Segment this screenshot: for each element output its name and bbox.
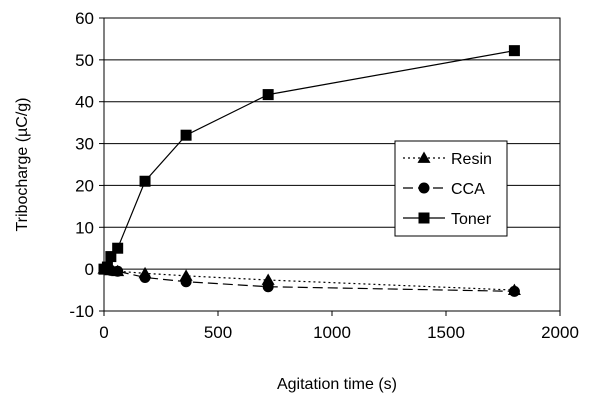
legend-marker-toner	[418, 212, 430, 224]
legend-item-cca: CCA	[403, 181, 485, 198]
series-toner	[98, 45, 520, 275]
data-point-cca	[139, 272, 151, 284]
x-tick-label: 1000	[313, 323, 351, 342]
legend-marker-resin	[417, 151, 431, 163]
y-tick-label: -10	[69, 302, 94, 321]
x-axis-ticks: 0 500 1000 1500 2000	[99, 311, 579, 342]
data-point-toner	[105, 251, 117, 263]
data-point-toner	[112, 242, 124, 254]
x-tick-label: 1500	[427, 323, 465, 342]
legend-item-resin: Resin	[403, 151, 492, 168]
legend: Resin CCA Toner	[394, 140, 508, 237]
gridlines	[104, 17, 560, 312]
data-point-cca	[180, 276, 192, 288]
y-axis-ticks: -10 0 10 20 30 40 50 60	[69, 9, 104, 321]
legend-label-cca: CCA	[451, 181, 485, 198]
series-cca	[98, 263, 520, 297]
data-point-toner	[262, 89, 274, 101]
y-tick-label: 10	[75, 218, 94, 237]
y-tick-label: 40	[75, 93, 94, 112]
x-axis-title: Agitation time (s)	[277, 376, 397, 393]
x-tick-label: 0	[99, 323, 108, 342]
series-line-cca	[103, 268, 515, 292]
x-tick-label: 2000	[541, 323, 579, 342]
data-point-cca	[112, 265, 124, 277]
data-point-toner	[508, 45, 520, 57]
data-series	[97, 45, 521, 297]
y-tick-label: 50	[75, 51, 94, 70]
y-tick-label: 0	[85, 260, 94, 279]
data-point-toner	[180, 129, 192, 141]
legend-marker-cca	[418, 182, 430, 194]
y-tick-label: 60	[75, 9, 94, 28]
legend-item-toner: Toner	[403, 211, 492, 228]
series-line-resin	[103, 268, 515, 291]
data-point-resin	[261, 273, 275, 285]
x-tick-label: 500	[204, 323, 232, 342]
y-axis-title: Tribocharge (µC/g)	[14, 98, 31, 232]
legend-label-resin: Resin	[451, 151, 492, 168]
y-tick-label: 20	[75, 176, 94, 195]
data-point-toner	[101, 261, 113, 273]
legend-label-toner: Toner	[451, 211, 492, 228]
legend-items: Resin CCA Toner	[403, 151, 492, 228]
y-tick-label: 30	[75, 135, 94, 154]
data-point-cca	[262, 281, 274, 293]
data-point-toner	[139, 175, 151, 187]
data-point-cca	[508, 285, 520, 297]
legend-box	[394, 140, 508, 237]
